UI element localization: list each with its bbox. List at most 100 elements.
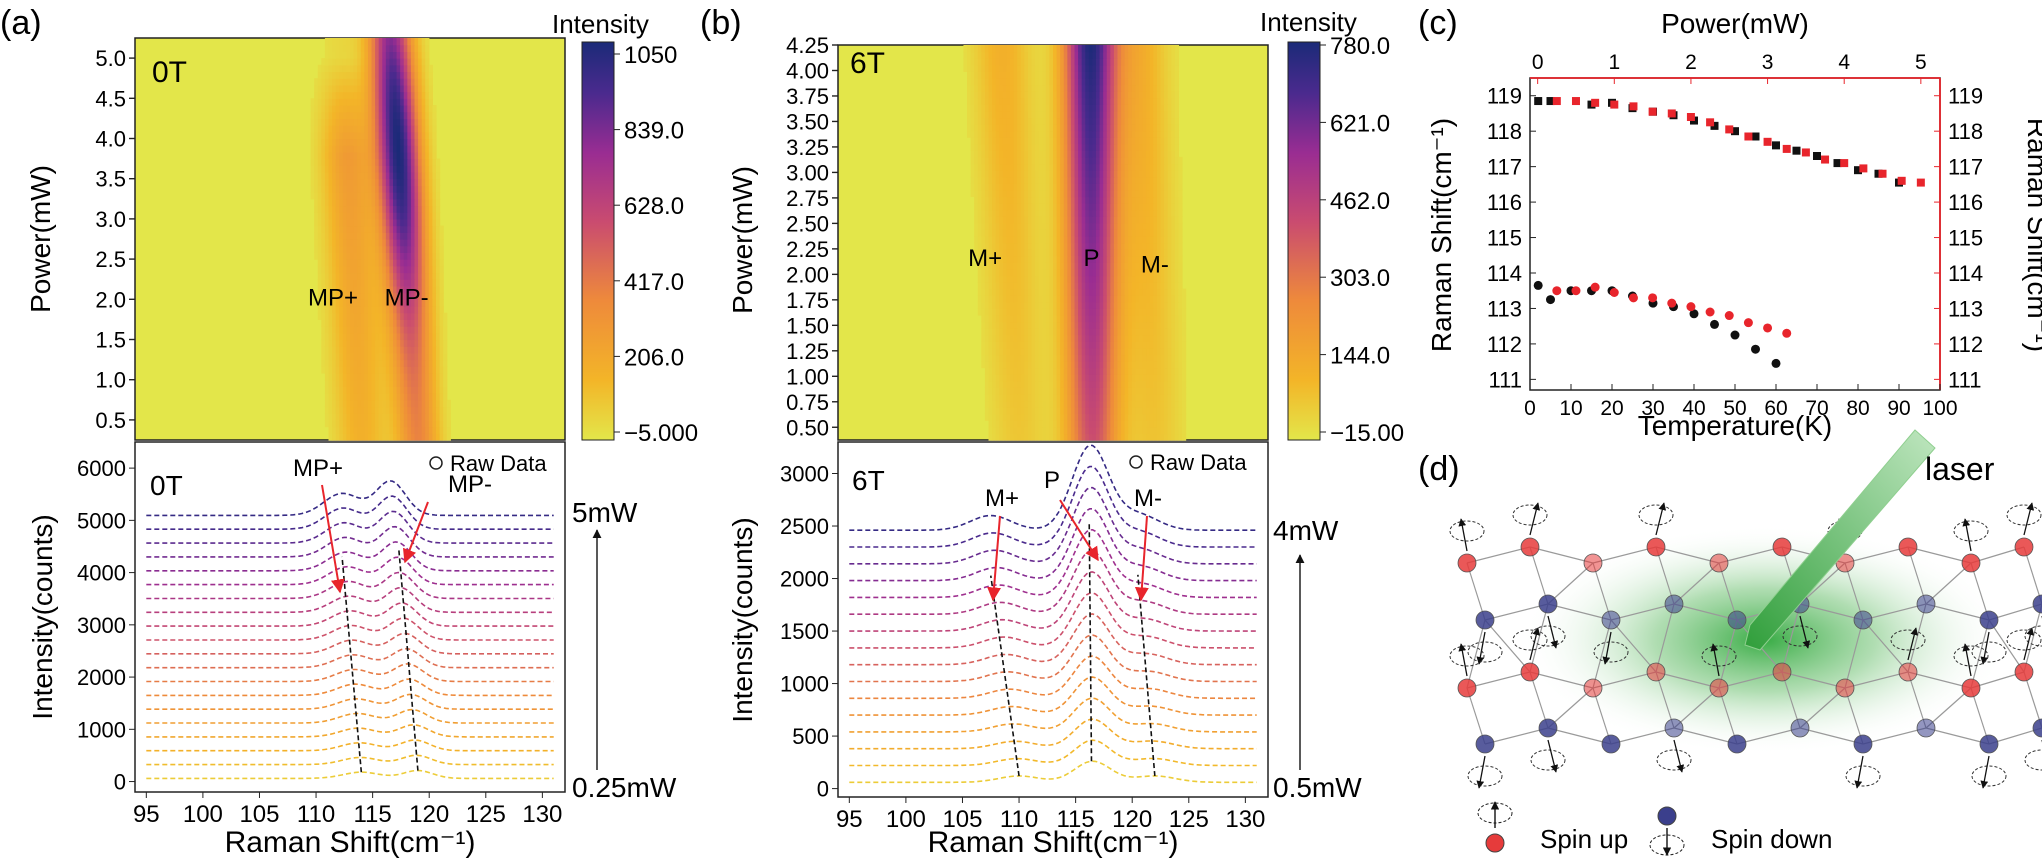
heatmap-cell	[1146, 420, 1151, 428]
heatmap-cell	[371, 51, 376, 59]
heatmap-cell	[342, 51, 348, 59]
heatmap-cell	[1178, 393, 1183, 402]
heatmap-cell	[1139, 249, 1144, 257]
heatmap-cell	[1146, 314, 1151, 323]
heatmap-cell	[393, 212, 398, 220]
heatmap-cell	[1110, 235, 1115, 244]
heatmap-cell	[410, 299, 416, 307]
heatmap-cell	[439, 379, 444, 387]
heatmap-cell	[1078, 282, 1083, 290]
heatmap-cell	[999, 268, 1004, 277]
heatmap-cell	[1135, 374, 1140, 382]
heatmap-cell	[385, 84, 391, 93]
heatmap-cell	[350, 265, 355, 274]
heatmap-cell	[342, 359, 348, 367]
heatmap-cell	[1024, 203, 1029, 211]
heatmap-cell	[1088, 275, 1094, 283]
heatmap-cell	[1178, 314, 1183, 323]
heatmap-cell	[1045, 156, 1051, 165]
heatmap-cell	[389, 419, 394, 428]
heatmap-cell	[1038, 374, 1043, 382]
heatmap-cell	[1006, 288, 1011, 296]
heatmap-cell	[324, 406, 330, 414]
heatmap-cell	[1128, 183, 1133, 191]
heatmap-cell	[1020, 361, 1025, 369]
heatmap-cell	[1160, 124, 1165, 132]
heatmap-cell	[432, 406, 437, 414]
heatmap-cell	[1139, 380, 1144, 388]
heatmap-cell	[1156, 163, 1162, 171]
heatmap-cell	[1103, 163, 1108, 171]
heatmap-cell	[328, 433, 333, 441]
heatmap-cell	[984, 255, 990, 263]
heatmap-cell	[1017, 301, 1022, 309]
heatmap-cell	[1020, 314, 1025, 323]
heatmap-cell	[446, 413, 451, 421]
heatmap-cell	[421, 192, 426, 200]
heatmap-cell	[439, 312, 444, 320]
heatmap-cell	[425, 245, 430, 253]
heatmap-cell	[1035, 124, 1040, 132]
heatmap-cell	[1146, 137, 1151, 145]
heatmap-cell	[1160, 387, 1165, 395]
heatmap-cell	[1106, 262, 1111, 270]
heatmap-cell	[992, 216, 997, 224]
heatmap-cell	[428, 373, 434, 381]
heatmap-cell	[1106, 176, 1111, 184]
heatmap-cell	[418, 212, 423, 220]
heatmap-cell	[1027, 262, 1033, 270]
heatmap-cell	[324, 393, 330, 401]
heatmap-cell	[1117, 229, 1122, 237]
heatmap-cell	[974, 216, 979, 224]
heatmap-cell	[1121, 216, 1126, 224]
heatmap-cell	[984, 282, 990, 290]
heatmap-cell	[1156, 341, 1162, 349]
heatmap-cell	[403, 373, 408, 381]
heatmap-cell	[1010, 380, 1015, 388]
heatmap-cell	[1020, 176, 1025, 184]
heatmap-cell	[328, 413, 333, 421]
heatmap-cell	[410, 406, 416, 414]
heatmap-cell	[375, 319, 380, 327]
spectrum-curve	[146, 708, 554, 724]
heatmap-cell	[396, 433, 401, 441]
heatmap-cell	[410, 64, 416, 73]
heatmap-cell	[403, 339, 408, 347]
heatmap-cell	[1035, 275, 1040, 283]
heatmap-cell	[992, 275, 997, 283]
heatmap-cell	[1121, 407, 1126, 415]
heatmap-cell	[414, 212, 419, 220]
heatmap-cell	[403, 433, 408, 441]
y-tick-label: 6000	[77, 456, 126, 481]
heatmap-cell	[1131, 242, 1137, 250]
heatmap-cell	[342, 125, 348, 133]
heatmap-cell	[1035, 288, 1040, 296]
heatmap-cell	[432, 185, 437, 193]
heatmap-cell	[988, 407, 993, 415]
heatmap-cell	[418, 158, 423, 166]
heatmap-cell	[1182, 308, 1187, 316]
heatmap-cell	[1146, 400, 1151, 408]
heatmap-cell	[403, 379, 408, 387]
heatmap-cell	[1142, 380, 1147, 388]
heatmap-cell	[1135, 229, 1140, 237]
heatmap-cell	[378, 399, 383, 408]
heatmap-cell	[984, 189, 990, 198]
heatmap-cell	[410, 292, 416, 300]
heatmap-cell	[1099, 420, 1104, 428]
heatmap-cell	[1024, 163, 1029, 171]
heatmap-cell	[1092, 380, 1097, 388]
heatmap-cell	[1085, 130, 1090, 138]
heatmap-cell	[339, 158, 344, 166]
heatmap-cell	[1045, 196, 1051, 204]
heatmap-cell	[389, 172, 394, 180]
heatmap-cell	[314, 212, 319, 220]
heatmap-cell	[1174, 387, 1180, 395]
heatmap-cell	[421, 259, 426, 267]
heatmap-cell	[418, 373, 423, 381]
heatmap-cell	[389, 84, 394, 93]
heatmap-cell	[1171, 295, 1176, 303]
heatmap-cell	[1024, 361, 1029, 369]
heatmap-cell	[1088, 268, 1094, 277]
heatmap-cell	[378, 265, 383, 274]
